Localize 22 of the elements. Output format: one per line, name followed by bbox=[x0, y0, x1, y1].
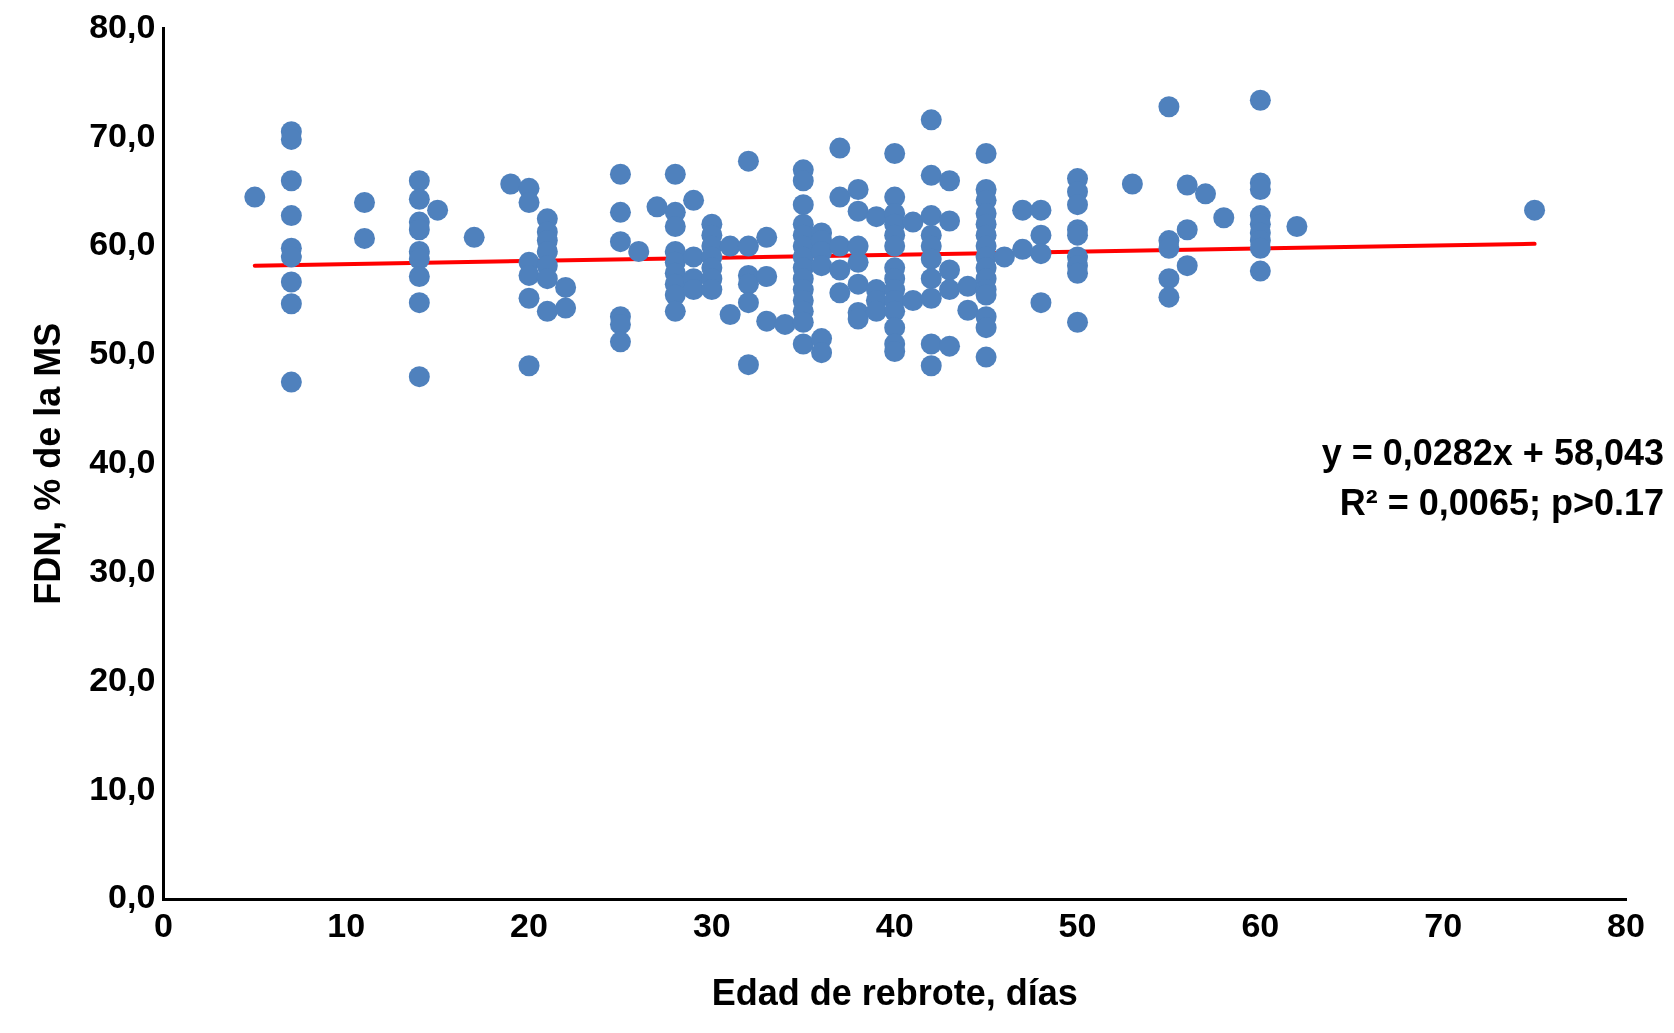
x-tick-label: 60 bbox=[1241, 905, 1280, 944]
y-tick-label: 50,0 bbox=[89, 333, 156, 372]
x-tick-label: 40 bbox=[875, 905, 914, 944]
annotation: R² = 0,0065; p>0.17 bbox=[1339, 481, 1664, 523]
y-axis-title: FDN, % de la MS bbox=[26, 322, 68, 605]
annotation: y = 0,0282x + 58,043 bbox=[1321, 431, 1664, 473]
y-tick-label: 20,0 bbox=[89, 659, 156, 698]
y-tick-label: 40,0 bbox=[89, 442, 156, 481]
x-tick-label: 20 bbox=[510, 905, 548, 944]
y-tick-label: 80,0 bbox=[89, 6, 156, 45]
x-axis-title: Edad de rebrote, días bbox=[711, 972, 1078, 1014]
y-tick-label: 70,0 bbox=[89, 115, 156, 154]
x-tick-label: 30 bbox=[692, 905, 731, 944]
y-tick-label: 10,0 bbox=[89, 768, 156, 807]
x-tick-label: 50 bbox=[1058, 905, 1097, 944]
x-tick-label: 0 bbox=[153, 905, 173, 944]
y-tick-label: 30,0 bbox=[89, 550, 156, 589]
x-tick-label: 10 bbox=[327, 905, 366, 944]
y-tick-label: 60,0 bbox=[89, 224, 156, 263]
x-tick-label: 80 bbox=[1607, 905, 1645, 944]
y-tick-label: 0,0 bbox=[108, 877, 156, 916]
x-tick-label: 70 bbox=[1424, 905, 1463, 944]
